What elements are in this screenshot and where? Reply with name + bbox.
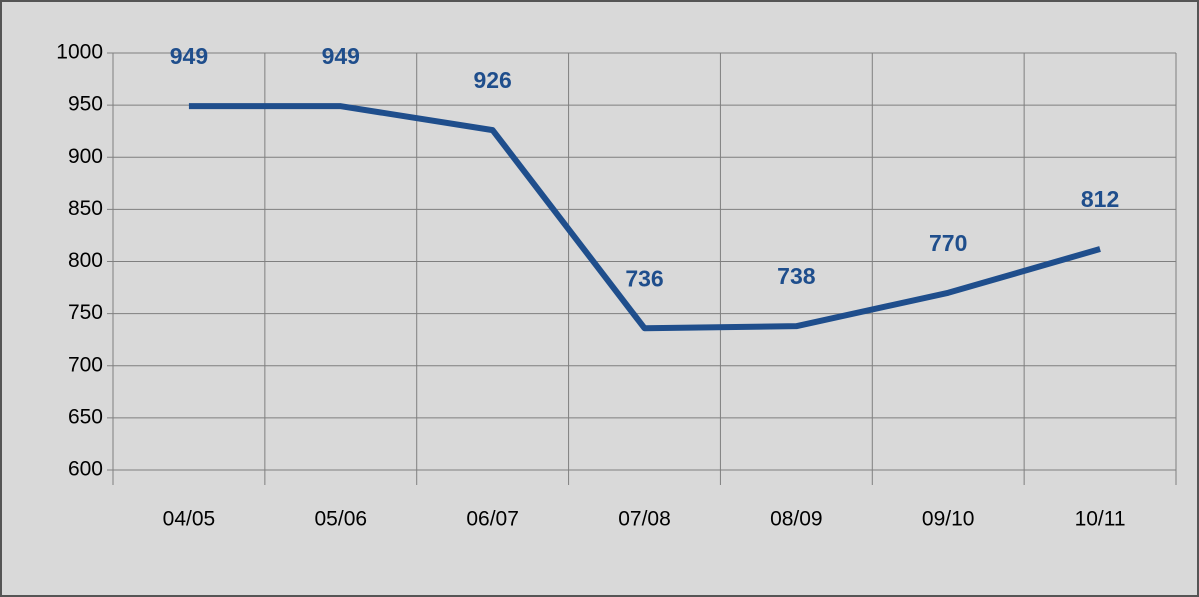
x-tick-label: 09/10 bbox=[922, 508, 975, 531]
y-tick-label: 800 bbox=[68, 249, 103, 272]
data-label: 949 bbox=[170, 43, 208, 69]
x-tick-label: 10/11 bbox=[1075, 508, 1126, 531]
x-tick-label: 05/06 bbox=[315, 508, 368, 531]
y-tick-label: 750 bbox=[68, 301, 103, 324]
x-tick-label: 08/09 bbox=[770, 508, 823, 531]
y-tick-label: 950 bbox=[68, 93, 103, 116]
x-tick-label: 06/07 bbox=[466, 508, 519, 531]
x-tick-label: 07/08 bbox=[618, 508, 671, 531]
data-label: 812 bbox=[1081, 186, 1119, 212]
data-label: 738 bbox=[777, 263, 816, 289]
data-line bbox=[188, 103, 1101, 332]
data-label: 926 bbox=[473, 67, 511, 93]
x-tick-label: 04/05 bbox=[163, 508, 216, 531]
data-label: 949 bbox=[322, 43, 360, 69]
y-tick-label: 850 bbox=[68, 197, 103, 220]
y-tick-label: 900 bbox=[68, 145, 103, 168]
data-label: 770 bbox=[929, 230, 967, 256]
y-tick-label: 700 bbox=[68, 353, 103, 376]
y-tick-label: 650 bbox=[68, 405, 103, 428]
y-tick-label: 600 bbox=[68, 458, 103, 481]
y-tick-label: 1000 bbox=[56, 41, 103, 64]
data-label: 736 bbox=[625, 265, 663, 291]
